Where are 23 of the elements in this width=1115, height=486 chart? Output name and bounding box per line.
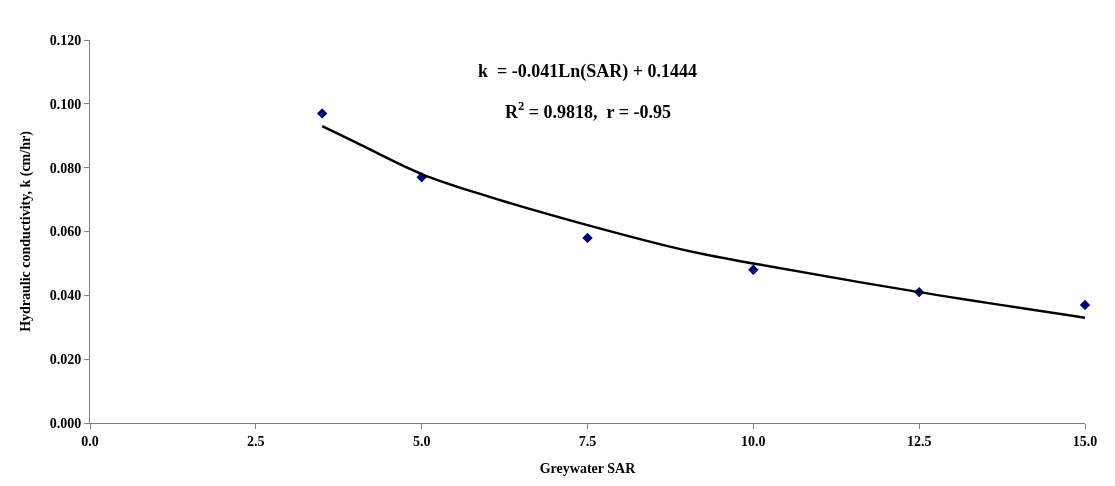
y-tick-label: 0.040 [49,288,82,304]
line-series [320,124,1085,319]
x-tick-label: 12.5 [906,433,932,449]
y-axis-title: Hydraulic conductivity, k (cm/hr) [18,130,35,332]
x-tick-label: 2.5 [247,433,265,449]
x-tick-label: 0.0 [81,433,99,449]
point [582,232,593,244]
x-tick-label: 7.5 [578,433,597,449]
y-tick-label: 0.000 [49,415,82,431]
y-tick-label: 0.080 [49,160,82,176]
x-tick-label: 5.0 [412,433,431,449]
x-tick-label: 15.0 [1072,433,1098,449]
x-axis-title: Greywater SAR [539,461,637,477]
point [316,108,328,119]
y-tick-label: 0.100 [49,96,82,112]
annotation: k = -0.041Ln(SAR) + 0.1444 [478,61,698,82]
point [748,264,759,275]
x-tick-label: 10.0 [741,433,766,449]
y-tick-label: 0.020 [49,352,82,368]
y-tick-label: 0.060 [49,224,82,240]
y-tick-label: 0.120 [49,32,82,48]
point [1079,299,1091,311]
annotation: R$^{2}$ = 0.9818, r = -0.95 [505,99,671,122]
